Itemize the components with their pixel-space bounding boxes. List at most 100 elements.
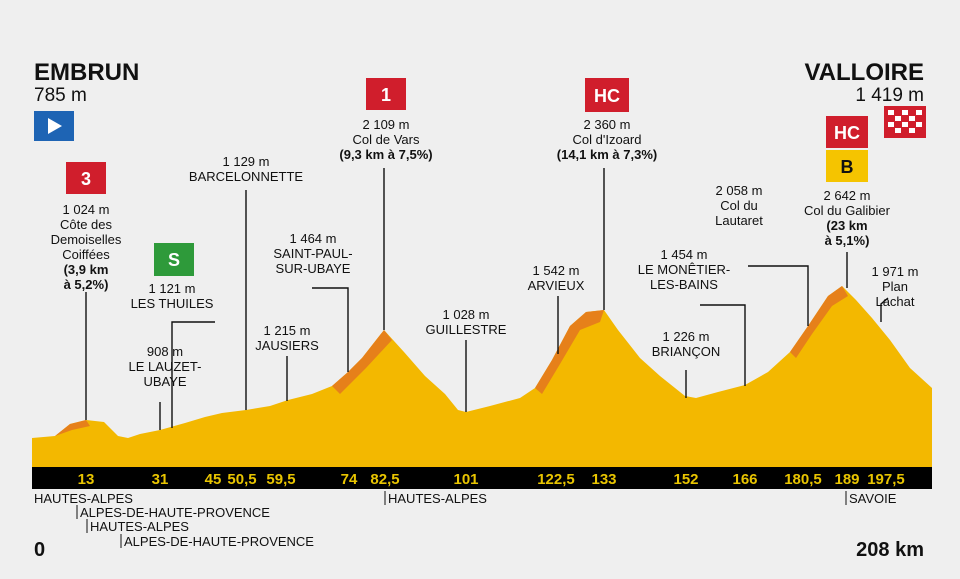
waypoint-leaders [85,168,889,430]
climb-detail: (3,9 km [64,262,109,277]
svg-text:S: S [168,250,180,270]
waypoint-name: LE LAUZET- [129,359,202,374]
waypoint-name: BRIANÇON [652,344,721,359]
waypoint-name: LES THUILES [131,296,214,311]
category-hc-flag-izoard: HC [585,78,629,112]
department-hautes-alpes-1: HAUTES-ALPES [34,491,133,506]
waypoint-name: SUR-UBAYE [276,261,351,276]
waypoint-name: JAUSIERS [255,338,319,353]
waypoint-altitude: 908 m [147,344,183,359]
km-marker: 45 [205,471,222,488]
waypoint-name: Lautaret [715,213,763,228]
climb-detail: à 5,1%) [825,233,870,248]
km-marker: 50,5 [227,471,256,488]
department-hautes-alpes-3: HAUTES-ALPES [388,491,487,506]
waypoint-name: Demoiselles [51,232,122,247]
waypoint-altitude: 1 129 m [223,154,270,169]
sprint-flag: S [154,243,194,276]
km-marker: 59,5 [266,471,295,488]
waypoint-name: Coiffées [62,247,110,262]
finish-distance: 208 km [856,539,924,561]
waypoint-name: Côte des [60,217,113,232]
svg-text:HC: HC [834,123,860,143]
waypoint-altitude: 2 360 m [584,117,631,132]
department-hautes-alpes-2: HAUTES-ALPES [90,519,189,534]
waypoint-altitude: 1 024 m [63,202,110,217]
category-hc-flag-galibier: HC [826,116,868,148]
km-marker: 166 [732,471,757,488]
km-marker: 74 [341,471,358,488]
waypoint-name: Lachat [875,294,914,309]
bonus-flag: B [826,150,868,182]
waypoint-altitude: 1 464 m [290,231,337,246]
waypoint-altitude: 2 109 m [363,117,410,132]
km-marker: 122,5 [537,471,575,488]
waypoint-altitude: 1 028 m [443,307,490,322]
svg-text:HC: HC [594,86,620,106]
climb-detail: (9,3 km à 7,5%) [339,147,432,162]
waypoint-name: Col de Vars [353,132,420,147]
waypoint-name: BARCELONNETTE [189,169,303,184]
climb-detail: à 5,2%) [64,277,109,292]
finish-altitude: 1 419 m [855,85,924,106]
waypoint-altitude: 1 215 m [264,323,311,338]
waypoint-altitude: 1 454 m [661,247,708,262]
category-3-flag: 3 [66,162,106,194]
department-alpes-de-haute-provence-2: ALPES-DE-HAUTE-PROVENCE [124,534,314,549]
waypoint-altitude: 1 121 m [149,281,196,296]
department-savoie: SAVOIE [849,491,897,506]
km-marker: 31 [152,471,169,488]
waypoint-name: Col du Galibier [804,203,891,218]
climb-detail: (23 km [826,218,867,233]
km-marker: 101 [453,471,478,488]
start-city: EMBRUN [34,59,139,86]
slope-shade-demoiselles [55,420,90,436]
waypoint-name: Col d'Izoard [573,132,642,147]
slope-shade-galibier [790,286,848,358]
waypoint-name: LE MONÊTIER- [638,262,730,277]
slope-shade-vars [332,330,392,394]
waypoint-name: ARVIEUX [528,278,585,293]
km-marker: 189 [834,471,859,488]
waypoint-name: Plan [882,279,908,294]
finish-flag [884,106,926,138]
km-marker: 133 [591,471,616,488]
waypoint-name: Col du [720,198,758,213]
slope-shade-izoard [535,310,604,394]
elevation-profile [32,286,932,467]
waypoint-altitude: 1 542 m [533,263,580,278]
km-marker: 180,5 [784,471,822,488]
waypoint-le-monetier-les-bains: 1 454 mLE MONÊTIER-LES-BAINS [638,247,730,292]
km-marker: 13 [78,471,95,488]
svg-text:3: 3 [81,169,91,189]
climb-detail: (14,1 km à 7,3%) [557,147,657,162]
start-altitude: 785 m [34,85,87,106]
waypoint-name: UBAYE [143,374,186,389]
km-marker: 152 [673,471,698,488]
svg-text:1: 1 [381,85,391,105]
waypoint-altitude: 1 971 m [872,264,919,279]
waypoint-name: LES-BAINS [650,277,718,292]
department-labels: HAUTES-ALPESALPES-DE-HAUTE-PROVENCEHAUTE… [34,491,897,549]
waypoint-name: SAINT-PAUL- [273,246,352,261]
category-1-flag: 1 [366,78,406,110]
finish-city: VALLOIRE [804,59,924,86]
play-icon [48,118,62,134]
km-markers: 13 31 45 50,5 59,5 74 82,5 101 122,5 133 152 166 180… [78,471,905,488]
svg-text:B: B [841,157,854,177]
waypoint-name: GUILLESTRE [426,322,507,337]
waypoint-altitude: 2 058 m [716,183,763,198]
